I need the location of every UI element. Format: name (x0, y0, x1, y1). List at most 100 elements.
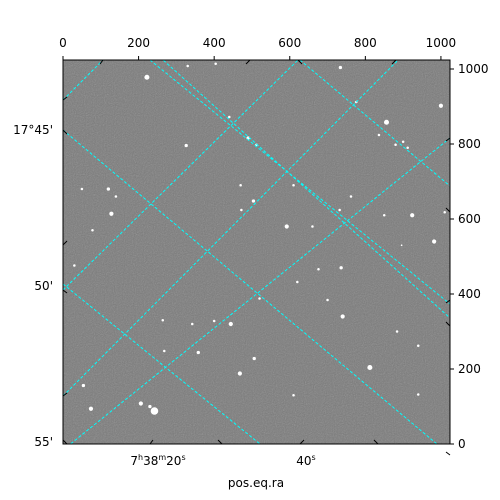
y-tick-label: 400 (458, 287, 481, 301)
ra-tick-label: 7h38m20s (130, 453, 185, 468)
y-tick-label: 600 (458, 212, 481, 226)
star (144, 74, 150, 80)
star (326, 298, 329, 302)
star (410, 213, 415, 218)
ra-tick-label: 40s (296, 453, 315, 468)
star (150, 407, 159, 415)
star (228, 115, 231, 119)
world-tick (62, 289, 68, 294)
star (258, 297, 261, 300)
x-tick-label: 200 (127, 36, 150, 50)
world-tick (445, 321, 451, 327)
star (292, 183, 295, 187)
plot-frame (62, 59, 451, 445)
grid-line (149, 60, 450, 305)
star (214, 62, 217, 66)
star (292, 393, 295, 397)
star (395, 330, 399, 333)
star (186, 64, 189, 68)
star (284, 224, 289, 229)
dec-tick-label: 55' (34, 435, 53, 449)
world-tick (373, 439, 379, 445)
world-tick (297, 59, 303, 65)
star (80, 187, 84, 191)
world-tick (217, 439, 223, 445)
star (296, 280, 299, 284)
world-tick (445, 299, 451, 304)
x-tick-label: 0 (59, 36, 67, 50)
world-ticks (62, 59, 451, 456)
star (416, 393, 420, 396)
star (190, 322, 194, 326)
star (163, 349, 166, 353)
star (239, 183, 242, 187)
star (240, 208, 243, 212)
star (338, 65, 343, 70)
grid-line (63, 60, 399, 397)
star (400, 244, 403, 247)
star (109, 211, 114, 216)
star (416, 344, 420, 348)
star (81, 383, 86, 388)
star (148, 404, 152, 409)
x-tick-label: 600 (278, 36, 301, 50)
world-tick (62, 240, 68, 246)
dec-tick-label: 50' (34, 279, 53, 293)
x-tick-label: 1000 (426, 36, 457, 50)
world-tick (445, 451, 451, 456)
star (367, 364, 373, 371)
grid-line (299, 60, 450, 187)
grid-line (63, 283, 261, 444)
world-axes: 17°45' 50' 55' 7h38m20s 40s pos.eq.ra (13, 123, 316, 490)
star (311, 225, 314, 228)
star (443, 210, 446, 214)
star (406, 146, 409, 150)
star (106, 187, 111, 191)
y-tick-label: 200 (458, 362, 481, 376)
image-noise (63, 60, 450, 444)
grid-line (69, 137, 450, 444)
world-tick (245, 59, 251, 65)
grid-line (63, 129, 438, 444)
star (88, 406, 94, 411)
star (340, 314, 345, 319)
star (432, 239, 437, 244)
y-tick-label: 0 (458, 437, 466, 451)
x-tick-label: 800 (354, 36, 377, 50)
star (237, 371, 242, 376)
star (317, 267, 320, 271)
star (339, 266, 343, 270)
y-axis-right: 0 200 400 600 800 1000 (450, 62, 489, 451)
star (91, 228, 94, 232)
world-tick (299, 439, 305, 445)
star (184, 143, 188, 148)
star (383, 119, 390, 125)
star (349, 195, 353, 198)
x-tick-label: 400 (203, 36, 226, 50)
plot-area (62, 59, 451, 445)
star (73, 264, 76, 267)
star (138, 401, 143, 406)
star (377, 133, 381, 137)
world-tick (445, 137, 451, 142)
world-tick (62, 96, 68, 101)
world-tick (62, 392, 68, 397)
dec-tick-label: 17°45' (13, 123, 53, 137)
star (438, 103, 444, 108)
star (114, 195, 118, 198)
star (401, 140, 405, 144)
x-axis-title: pos.eq.ra (228, 476, 284, 490)
x-axis-top: 0 200 400 600 800 1000 (59, 36, 456, 60)
y-tick-label: 800 (458, 137, 481, 151)
star (161, 318, 165, 322)
grid-line (63, 60, 104, 101)
world-tick (391, 59, 397, 65)
coordinate-grid (63, 60, 450, 444)
star (382, 213, 386, 217)
star (196, 350, 200, 355)
star (252, 356, 256, 361)
world-tick (445, 207, 451, 213)
world-tick (62, 129, 68, 135)
star (251, 199, 256, 203)
